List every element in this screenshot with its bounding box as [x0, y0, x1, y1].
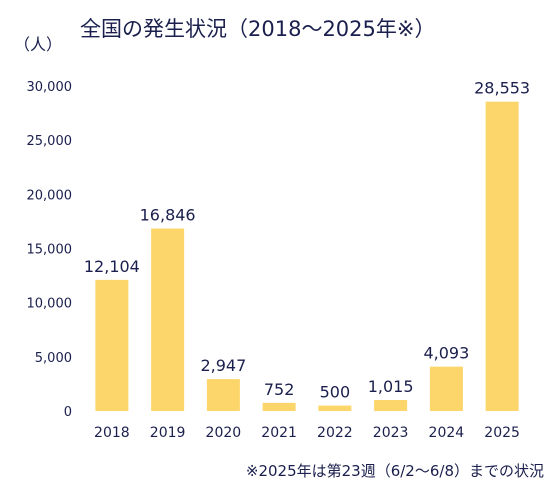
y-tick-label: 30,000 — [27, 80, 73, 95]
x-tick-label-2020: 2020 — [206, 425, 242, 441]
y-axis: 0 5,000 10,000 15,000 20,000 25,000 30,000 — [27, 80, 73, 420]
data-label-2021: 752 — [264, 380, 295, 399]
data-label-2022: 500 — [320, 383, 351, 402]
y-tick-label: 10,000 — [27, 297, 73, 312]
x-tick-label-2022: 2022 — [317, 425, 353, 441]
bar-2020 — [206, 379, 240, 411]
x-tick-label-2021: 2021 — [261, 425, 297, 441]
x-tick-label-2019: 2019 — [150, 425, 186, 441]
y-tick-label: 25,000 — [27, 134, 73, 149]
y-tick-label: 0 — [64, 405, 72, 420]
bar-2019 — [151, 228, 185, 411]
bar-2024 — [429, 366, 463, 411]
y-tick-label: 20,000 — [27, 188, 73, 203]
footnote: ※2025年は第23週（6/2～6/8）までの状況 — [246, 462, 544, 480]
data-label-2025: 28,553 — [474, 79, 530, 98]
data-label-2020: 2,947 — [200, 356, 246, 375]
bar-2018 — [95, 279, 129, 411]
x-axis: 2018 2019 2020 2021 2022 2023 2024 2025 — [94, 425, 520, 441]
bar-2025 — [485, 101, 519, 411]
bar-2021 — [262, 402, 296, 411]
y-axis-unit-label: （人） — [14, 35, 62, 54]
data-label-2024: 4,093 — [423, 344, 469, 363]
x-tick-label-2024: 2024 — [429, 425, 465, 441]
data-label-2019: 16,846 — [140, 206, 196, 225]
y-tick-label: 5,000 — [35, 351, 72, 366]
chart-title: 全国の発生状況（2018～2025年※） — [80, 17, 435, 41]
x-tick-label-2025: 2025 — [484, 425, 520, 441]
data-label-2018: 12,104 — [84, 257, 140, 276]
x-tick-label-2023: 2023 — [373, 425, 409, 441]
bars: 12,104 16,846 2,947 752 500 1,015 4,093 28,553 — [84, 79, 530, 411]
data-label-2023: 1,015 — [368, 377, 414, 396]
x-tick-label-2018: 2018 — [94, 425, 130, 441]
bar-2023 — [374, 400, 408, 411]
bar-2022 — [318, 405, 352, 411]
y-tick-label: 15,000 — [27, 243, 73, 258]
